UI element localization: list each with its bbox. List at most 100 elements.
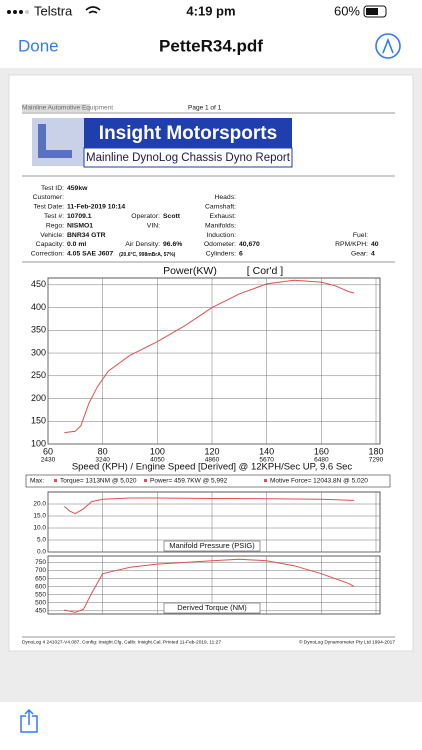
chart-title: Manifold Pressure (PSIG) (169, 541, 255, 550)
y-tick-label: 200 (31, 393, 46, 403)
info-label: Fuel: (353, 232, 368, 239)
x2-tick-label: 3240 (95, 457, 110, 464)
carrier: Telstra (34, 3, 73, 18)
pdf-page (8, 74, 414, 652)
title-box (163, 602, 261, 614)
info-value: 459kw (67, 185, 88, 192)
y-tick-label: 650 (35, 575, 46, 582)
x2-tick-label: 4050 (150, 457, 165, 464)
header-company: Mainline Automotive Equipment (22, 105, 113, 112)
x2-tick-label: 6480 (314, 457, 329, 464)
info-value: 0.0 ml (67, 241, 86, 248)
y-tick-label: 700 (35, 567, 46, 574)
y-tick-label: 350 (31, 325, 46, 335)
info-label: Air Density: (125, 241, 160, 248)
footer-copyright: © DynoLog Dynamometer Pty Ltd 1994-2017 (299, 638, 395, 645)
report-subtitle: Mainline DynoLog Chassis Dyno Report (86, 152, 291, 164)
document-title: PetteR34.pdf (159, 36, 263, 55)
info-label: Rego: (46, 222, 64, 229)
done-button[interactable]: Done (18, 36, 59, 55)
x-tick-label: 160 (314, 446, 329, 456)
max-value: Torque= 1313NM @ 5,020 (60, 478, 137, 485)
x2-tick-label: 2430 (41, 457, 56, 464)
data-line (64, 497, 355, 515)
max-box (25, 474, 391, 488)
y-tick-label: 450 (35, 607, 46, 614)
x2-tick-label: 7290 (369, 457, 384, 464)
info-label: Customer: (33, 194, 64, 201)
x-tick-label: 120 (204, 446, 219, 456)
y-tick-label: 20.0 (33, 501, 46, 508)
y-tick-label: 300 (31, 347, 46, 357)
data-line (64, 279, 355, 434)
info-label: Odometer: (204, 241, 236, 248)
info-value: 96.6% (163, 241, 182, 248)
share-button[interactable] (20, 708, 38, 733)
info-label: Manifolds: (205, 222, 236, 229)
info-label: Test ID: (41, 185, 64, 192)
logo (32, 118, 293, 168)
info-label: Capacity: (36, 241, 64, 248)
footer-info: DynoLog 4 241027-V4.087, Config: Insight… (22, 639, 221, 645)
info-value: NISMO1 (67, 222, 93, 229)
info-value: 11-Feb-2019 10:14 (67, 204, 125, 211)
charts: 1001502002503003504004506024308032401004… (31, 265, 384, 615)
x-tick-label: 60 (43, 446, 53, 456)
info-label: Correction: (31, 251, 64, 258)
y-tick-label: 500 (35, 599, 46, 606)
x-tick-label: 80 (98, 446, 108, 456)
status-bar: Telstra 4:19 pm 60% (7, 3, 387, 18)
info-label: VIN: (147, 222, 160, 229)
x-axis-label: Speed (KPH) / Engine Speed [Derived] @ 1… (72, 462, 353, 473)
y-tick-label: 15.0 (33, 513, 46, 520)
info-label: Cylinders: (206, 251, 236, 258)
info-value: 40,670 (239, 241, 260, 248)
chart-title: Power(KW) (163, 265, 217, 277)
max-label: Max: (30, 478, 44, 485)
y-tick-label: 10.0 (33, 525, 46, 532)
battery-level: 60% (334, 3, 360, 18)
x2-tick-label: 4860 (205, 457, 220, 464)
max-value: Motive Force= 12043.8N @ 5,020 (270, 478, 368, 485)
max-row: Torque= 1313NM @ 5,020 Power= 459.7KW @ 5… (54, 478, 368, 485)
info-label: RPM/KPH: (335, 241, 368, 248)
info-label: Vehicle: (40, 232, 64, 239)
info-value: 40 (371, 241, 379, 248)
info-note: (20.6°C, 998mBrA, 57%) (119, 252, 176, 258)
info-label: Induction: (207, 232, 237, 239)
info-value: 4 (371, 251, 375, 258)
y-tick-label: 150 (31, 416, 46, 426)
title-box (163, 540, 261, 552)
info-value: BNR34 GTR (67, 232, 106, 239)
y-tick-label: 550 (35, 591, 46, 598)
data-line (64, 558, 355, 613)
chart-title: Derived Torque (NM) (177, 603, 247, 612)
x-tick-label: 140 (259, 446, 274, 456)
info-label: Camshaft: (205, 204, 236, 211)
max-value: Power= 459.7KW @ 5,992 (150, 478, 228, 485)
clock: 4:19 pm (186, 3, 235, 18)
y-tick-label: 600 (35, 583, 46, 590)
brand-name: Insight Motorsports (99, 123, 277, 144)
info-value: 6 (239, 251, 243, 258)
max-marker (54, 479, 57, 482)
info-label: Exhaust: (210, 213, 237, 220)
y-tick-label: 0.0 (37, 549, 46, 556)
y-tick-label: 750 (35, 559, 46, 566)
x-tick-label: 180 (368, 446, 383, 456)
chart-subtitle: [ Cor'd ] (247, 265, 284, 277)
blurred-area (22, 104, 90, 112)
y-tick-label: 250 (31, 370, 46, 380)
y-tick-label: 100 (31, 438, 46, 448)
info-label: Gear: (351, 251, 368, 258)
y-tick-label: 450 (31, 279, 46, 289)
y-tick-label: 400 (31, 302, 46, 312)
x-tick-label: 100 (150, 446, 165, 456)
info-value: 10709.1 (67, 213, 92, 220)
max-marker (144, 479, 147, 482)
markup-button[interactable] (375, 33, 401, 59)
info-value: 4.05 SAE J607 (67, 251, 113, 258)
header-page: Page 1 of 1 (188, 105, 222, 112)
